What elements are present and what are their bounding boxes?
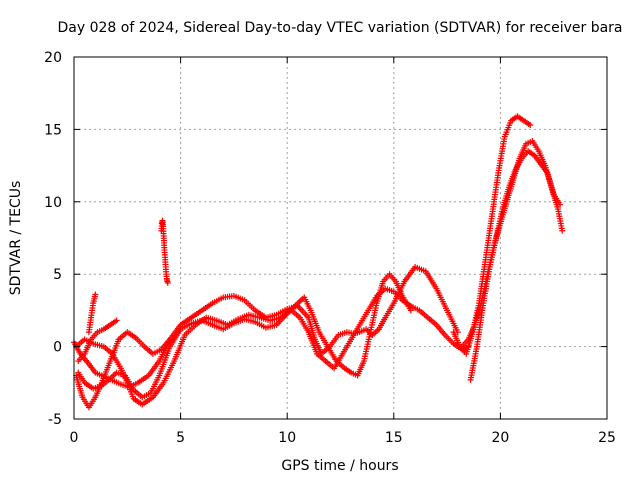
data-points bbox=[71, 113, 566, 411]
data-point bbox=[92, 291, 99, 298]
y-tick-label: -5 bbox=[48, 412, 62, 428]
axes: 0 5 10 15 20 25 -5 0 5 10 15 20 bbox=[44, 50, 616, 446]
y-axis-label: SDTVAR / TECUs bbox=[8, 181, 24, 296]
y-tick-label: 5 bbox=[53, 267, 62, 283]
x-tick-label: 20 bbox=[491, 430, 509, 446]
x-tick-label: 15 bbox=[385, 430, 403, 446]
data-point bbox=[113, 317, 120, 324]
x-tick-label: 10 bbox=[278, 430, 296, 446]
data-point bbox=[166, 336, 173, 343]
data-point bbox=[527, 122, 534, 129]
data-point bbox=[559, 227, 566, 234]
plot-frame bbox=[73, 56, 608, 420]
x-tick-label: 25 bbox=[598, 430, 616, 446]
x-axis-label: GPS time / hours bbox=[281, 458, 398, 474]
grid bbox=[74, 57, 607, 419]
y-tick-label: 15 bbox=[44, 122, 62, 138]
data-point bbox=[164, 279, 171, 286]
y-tick-label: 20 bbox=[44, 50, 62, 66]
y-tick-label: 10 bbox=[44, 195, 62, 211]
x-tick-label: 0 bbox=[70, 430, 79, 446]
chart-title: Day 028 of 2024, Sidereal Day-to-day VTE… bbox=[57, 20, 622, 36]
y-tick-label: 0 bbox=[53, 340, 62, 356]
x-tick-label: 5 bbox=[176, 430, 185, 446]
